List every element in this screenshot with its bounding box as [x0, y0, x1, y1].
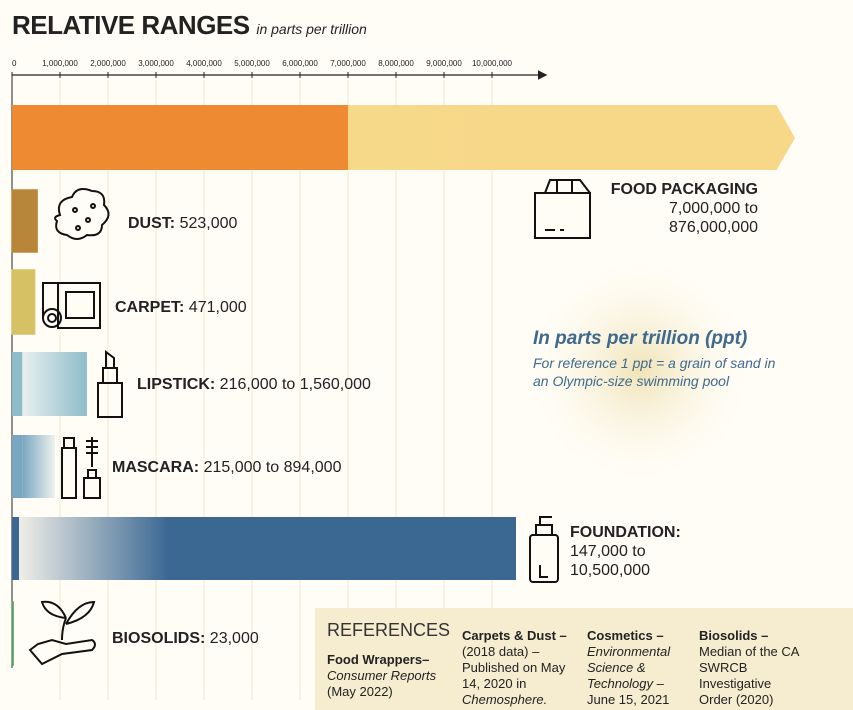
value-label: 216,000 to 1,560,000 — [219, 376, 371, 393]
category-name: CARPET: — [115, 299, 185, 316]
ref-name: Carpets & Dust – — [462, 628, 567, 643]
category-name: FOUNDATION: — [570, 524, 681, 541]
x-tick-label: 2,000,000 — [90, 59, 126, 68]
ref-text: (May 2022) — [327, 684, 393, 699]
bar-label: LIPSTICK: 216,000 to 1,560,000 — [137, 375, 371, 394]
value-label: 523,000 — [179, 215, 238, 232]
ref-text: (2018 data) – Published on May 14, 2020 … — [462, 644, 566, 691]
ref-name: Biosolids – — [699, 628, 769, 643]
icons — [28, 179, 591, 666]
category-name: DUST: — [128, 215, 176, 232]
category-name: BIOSOLIDS: — [112, 630, 206, 647]
bar-label: FOUNDATION: 147,000 to 10,500,000 — [570, 523, 710, 580]
bar-base — [12, 435, 23, 498]
reference: Cosmetics – Environmental Science & Tech… — [587, 628, 692, 708]
x-tick-label: 6,000,000 — [282, 59, 318, 68]
bar-label: DUST: 523,000 — [128, 214, 237, 233]
bar-label: FOOD PACKAGING 7,000,000 to 876,000,000 — [598, 180, 758, 237]
x-tick-label: 5,000,000 — [234, 59, 270, 68]
bar-row — [11, 601, 14, 666]
bar — [11, 601, 14, 666]
box-icon — [534, 179, 591, 239]
x-tick-label: 10,000,000 — [472, 59, 513, 68]
category-name: FOOD PACKAGING — [610, 181, 758, 198]
value-label: 471,000 — [188, 299, 247, 316]
x-tick-label: 0 — [12, 59, 17, 68]
bar-base — [12, 517, 20, 580]
lipstick-icon — [97, 350, 123, 418]
title: RELATIVE RANGES in parts per trillion — [12, 10, 367, 41]
title-text: RELATIVE RANGES — [12, 10, 250, 40]
reference: Biosolids – Median of the CA SWRCB Inves… — [699, 628, 799, 708]
ref-source: Environmental Science & Technology — [587, 644, 671, 691]
ref-text: – June 15, 2021 — [587, 676, 670, 707]
bar-row — [12, 352, 87, 416]
bar-range — [22, 352, 87, 416]
foundation-icon — [529, 516, 559, 583]
bar-row — [11, 269, 36, 335]
ref-text: Median of the CA SWRCB Investigative Ord… — [699, 644, 799, 707]
bar-row — [11, 189, 38, 253]
value-label: 23,000 — [209, 630, 259, 647]
references-heading: REFERENCES — [327, 620, 451, 640]
ref-name: Food Wrappers– — [327, 652, 430, 667]
carpet-icon — [42, 282, 101, 329]
reference: Food Wrappers– Consumer Reports (May 2022) — [327, 652, 452, 700]
ref-source: Chemosphere. — [462, 692, 548, 707]
bar-row — [12, 105, 795, 170]
x-tick-label: 4,000,000 — [186, 59, 222, 68]
bar-label: BIOSOLIDS: 23,000 — [112, 629, 259, 648]
category-name: LIPSTICK: — [137, 376, 216, 393]
ref-source: Consumer Reports — [327, 668, 437, 683]
bar-row — [12, 517, 516, 580]
x-tick-label: 9,000,000 — [426, 59, 462, 68]
x-tick-label: 1,000,000 — [42, 59, 78, 68]
category-name: MASCARA: — [112, 459, 200, 476]
bar — [11, 189, 38, 253]
bar-row — [12, 435, 55, 498]
x-tick-label: 8,000,000 — [378, 59, 414, 68]
value-label: 147,000 to 10,500,000 — [570, 543, 651, 579]
value-label: 7,000,000 to 876,000,000 — [669, 200, 758, 236]
note-heading: In parts per trillion (ppt) — [533, 328, 748, 349]
note-text: For reference 1 ppt = a grain of sand in… — [533, 355, 776, 389]
x-tick-label: 3,000,000 — [138, 59, 174, 68]
bar-base — [12, 352, 23, 416]
ref-name: Cosmetics – — [587, 628, 664, 643]
note: In parts per trillion (ppt) For referenc… — [533, 328, 793, 390]
bar-range — [22, 435, 55, 498]
dust-icon — [54, 188, 110, 240]
bar-range — [19, 517, 516, 580]
bar-label: MASCARA: 215,000 to 894,000 — [112, 458, 341, 477]
value-label: 215,000 to 894,000 — [203, 459, 342, 476]
note-glow — [520, 250, 760, 490]
reference: Carpets & Dust – (2018 data) – Published… — [462, 628, 580, 708]
bar-base — [12, 105, 348, 170]
bar — [11, 269, 36, 335]
plant-icon — [28, 600, 96, 666]
mascara-icon — [61, 437, 101, 499]
x-tick-label: 7,000,000 — [330, 59, 366, 68]
bar-range — [348, 105, 795, 170]
references: REFERENCES Food Wrappers– Consumer Report… — [315, 608, 853, 710]
bar-label: CARPET: 471,000 — [115, 298, 247, 317]
subtitle: in parts per trillion — [256, 21, 367, 37]
